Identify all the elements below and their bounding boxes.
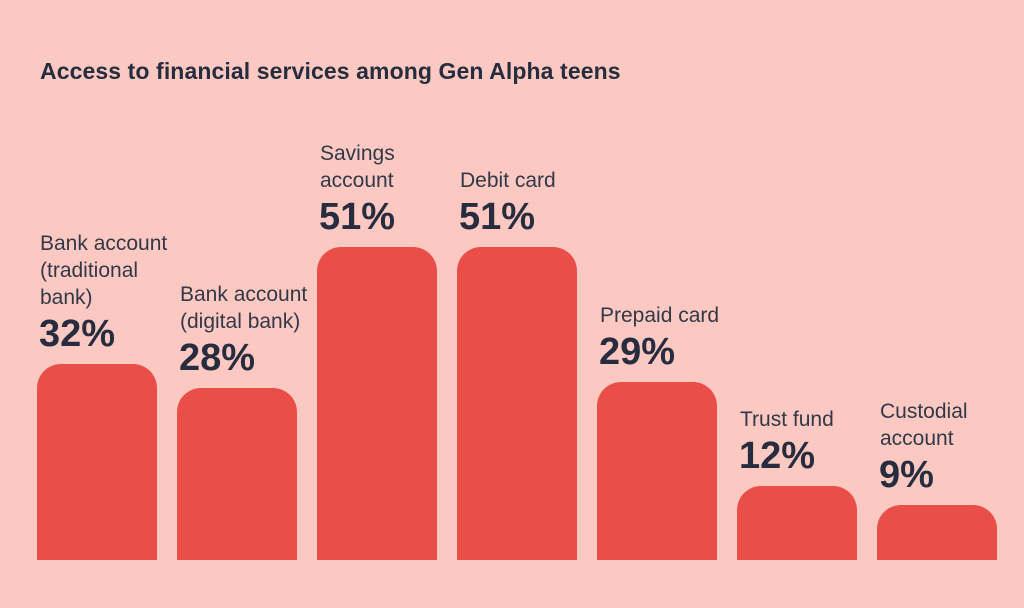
bar-column: Trust fund 12% — [737, 406, 857, 560]
bar-category-label: Bank account (digital bank) — [180, 283, 308, 333]
bar-rect — [877, 505, 997, 560]
chart-title: Access to financial services among Gen A… — [40, 58, 621, 84]
bar-rect — [737, 486, 857, 560]
bar-column: Savings account 51% — [317, 140, 437, 560]
bar-column: Custodial account 9% — [877, 398, 997, 560]
bar-value-label: 9% — [879, 454, 934, 496]
bar-value-label: 32% — [39, 313, 116, 355]
bar-category-label: Savings account — [320, 142, 395, 192]
bar-category-label: Trust fund — [740, 408, 834, 431]
bar-rect — [457, 247, 577, 560]
bar-value-label: 51% — [459, 196, 536, 238]
bar-category-label: Prepaid card — [600, 304, 720, 327]
bar-column: Prepaid card 29% — [597, 302, 720, 560]
bar-rect — [317, 247, 437, 560]
bar-column: Bank account (traditional bank) 32% — [37, 230, 167, 560]
bar-value-label: 28% — [179, 337, 256, 379]
bar-rect — [177, 388, 297, 560]
bar-rect — [37, 364, 157, 560]
bar-column: Debit card 51% — [457, 167, 577, 560]
bar-value-label: 12% — [739, 435, 816, 477]
bar-value-label: 51% — [319, 196, 396, 238]
bar-category-label: Bank account (traditional bank) — [40, 232, 168, 309]
bar-column: Bank account (digital bank) 28% — [177, 281, 307, 560]
bar-category-label: Custodial account — [880, 400, 968, 450]
bar-rect — [597, 382, 717, 560]
bar-value-label: 29% — [599, 331, 676, 373]
bar-category-label: Debit card — [460, 169, 556, 192]
